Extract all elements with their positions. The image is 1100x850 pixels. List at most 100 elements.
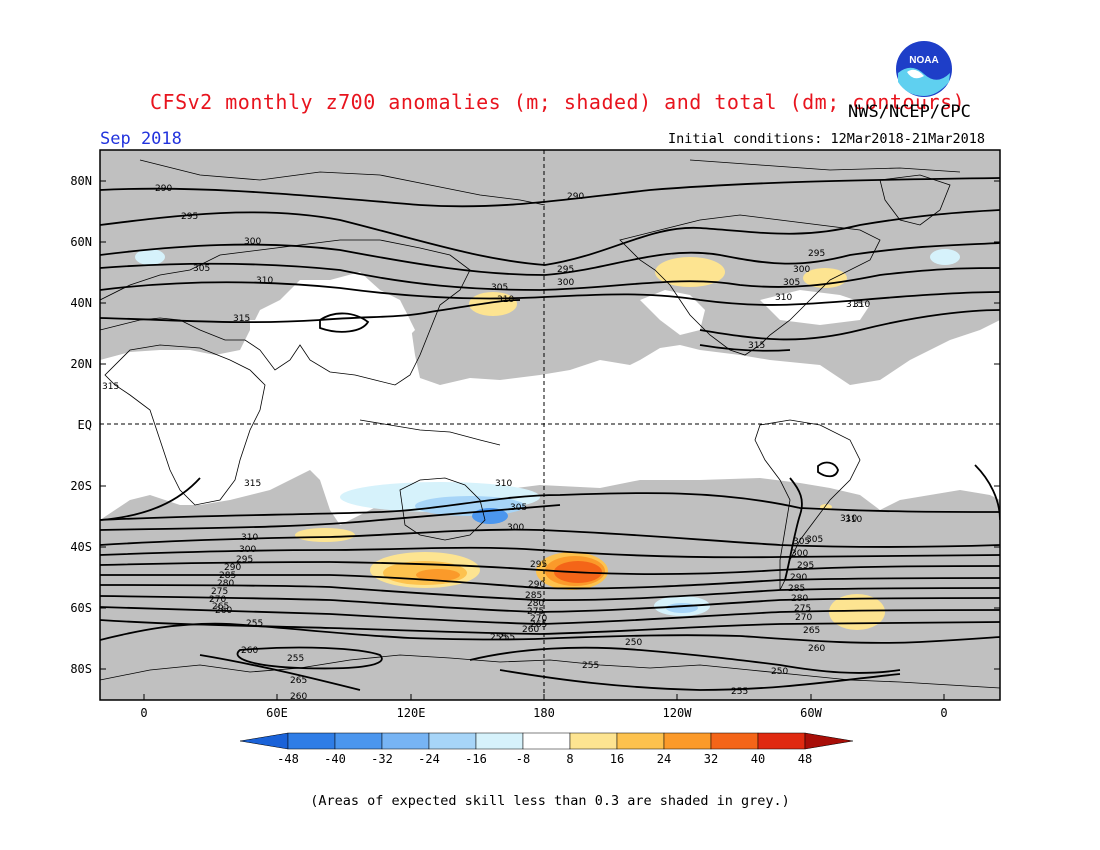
- colorbar-tick-label: -8: [516, 752, 530, 766]
- contour-label: 270: [209, 595, 226, 605]
- colorbar-box: [287, 732, 336, 750]
- contour-label: 305: [793, 537, 810, 547]
- contour-label: 275: [527, 607, 544, 617]
- lat-label: 40S: [70, 540, 92, 554]
- contour-label: 265: [212, 602, 229, 612]
- contour-label: 300: [791, 549, 808, 559]
- contour-label: 305: [491, 283, 508, 293]
- lon-label: 180: [533, 706, 555, 720]
- lat-label: 20N: [70, 357, 92, 371]
- height-contours: [100, 177, 1000, 691]
- contour-label: 295: [797, 561, 814, 571]
- lon-label: 60W: [800, 706, 822, 720]
- contour-label: 255: [246, 619, 263, 629]
- initial-conditions: Initial conditions: 12Mar2018-21Mar2018: [668, 131, 985, 147]
- contour-label: 295: [808, 249, 825, 259]
- contour-label: 260: [290, 692, 307, 702]
- forecast-month: Sep 2018: [100, 129, 182, 149]
- contour-label: 290: [155, 184, 172, 194]
- contour-label: 305: [783, 278, 800, 288]
- latitude-axis: 80N 60N 40N 20N EQ 20S 40S 60S 80S: [70, 174, 1000, 676]
- contour-label: 255: [582, 661, 599, 671]
- contour-label: 310: [241, 533, 258, 543]
- colorbar-box: [428, 732, 477, 750]
- contour-label: 290: [528, 580, 545, 590]
- contour-label: 315: [244, 479, 261, 489]
- contour-label: 295: [530, 560, 547, 570]
- colorbar-left-arrow: [239, 732, 289, 750]
- colorbar-tick-label: -48: [277, 752, 299, 766]
- contour-label: 270: [530, 614, 547, 624]
- chart-title: CFSv2 monthly z700 anomalies (m; shaded)…: [150, 90, 966, 114]
- lat-label: EQ: [78, 418, 92, 432]
- contour-label: 285: [525, 591, 542, 601]
- contour-label: 280: [791, 594, 808, 604]
- colorbar-box: [569, 732, 618, 750]
- contour-label: 310: [495, 479, 512, 489]
- contour-label: 300: [507, 523, 524, 533]
- contour-label: 300: [793, 265, 810, 275]
- contour-label: 310: [845, 515, 862, 525]
- contour-label: 305: [806, 535, 823, 545]
- contour-label: 310: [497, 295, 514, 305]
- contour-label: 305: [510, 503, 527, 513]
- colorbar-box: [710, 732, 759, 750]
- contour-labels: 290 295 300 305 310 315 290 295 300 305 …: [102, 184, 870, 702]
- colorbar-tick-label: -24: [418, 752, 440, 766]
- colorbar-box: [757, 732, 806, 750]
- colorbar-tick-label: 8: [566, 752, 573, 766]
- lat-label: 80N: [70, 174, 92, 188]
- contour-label: 290: [224, 563, 241, 573]
- lat-label: 80S: [70, 662, 92, 676]
- colorbar-tick-label: -40: [324, 752, 346, 766]
- lon-label: 120W: [663, 706, 693, 720]
- contour-label: 270: [795, 613, 812, 623]
- colorbar-box: [522, 732, 571, 750]
- contour-label: 315: [748, 341, 765, 351]
- colorbar-tick-label: -16: [465, 752, 487, 766]
- contour-label: 295: [236, 555, 253, 565]
- colorbar-tick-label: -32: [371, 752, 393, 766]
- colorbar-box: [334, 732, 383, 750]
- contour-label: 300: [244, 237, 261, 247]
- agency-label: NWS/NCEP/CPC: [848, 102, 971, 122]
- contour-label: 255: [731, 687, 748, 697]
- colorbar-box: [381, 732, 430, 750]
- colorbar-box: [616, 732, 665, 750]
- contour-label: 295: [181, 212, 198, 222]
- longitude-axis: 0 60E 120E 180 120W 60W 0: [140, 694, 948, 720]
- contour-label: 265: [290, 676, 307, 686]
- contour-label: 265: [530, 620, 547, 630]
- contour-label: 260: [215, 606, 232, 616]
- lon-label: 120E: [397, 706, 426, 720]
- colorbar-tick-label: 32: [704, 752, 718, 766]
- contour-label: 265: [803, 626, 820, 636]
- contour-label: 280: [527, 599, 544, 609]
- lon-label: 0: [140, 706, 147, 720]
- contour-label: 275: [211, 587, 228, 597]
- colorbar-tick-label: 16: [610, 752, 624, 766]
- colorbar-box: [663, 732, 712, 750]
- colorbar: -48 -40 -32 -24 -16 -8 8 16 24 32 40 48: [239, 732, 854, 766]
- contour-label: 300: [557, 278, 574, 288]
- skill-clear-patches: [250, 290, 870, 350]
- contour-label: 285: [219, 571, 236, 581]
- contour-label: 280: [217, 579, 234, 589]
- contour-label: 275: [794, 604, 811, 614]
- contour-label: 260: [241, 646, 258, 656]
- contour-label: 255: [287, 654, 304, 664]
- colorbar-tick-label: 40: [751, 752, 765, 766]
- contour-label: 260: [808, 644, 825, 654]
- contour-label: 290: [567, 192, 584, 202]
- contour-label: 315: [102, 382, 119, 392]
- contour-label: 285: [788, 584, 805, 594]
- contour-label: 305: [193, 264, 210, 274]
- lon-label: 60E: [266, 706, 288, 720]
- contour-label: 310: [256, 276, 273, 286]
- colorbar-box: [475, 732, 524, 750]
- contour-label: 255: [490, 633, 507, 643]
- contour-label: 315: [233, 314, 250, 324]
- contour-label: 255: [498, 633, 515, 643]
- map-frame: [99, 149, 1001, 701]
- noaa-logo-icon: NOAA: [894, 39, 954, 99]
